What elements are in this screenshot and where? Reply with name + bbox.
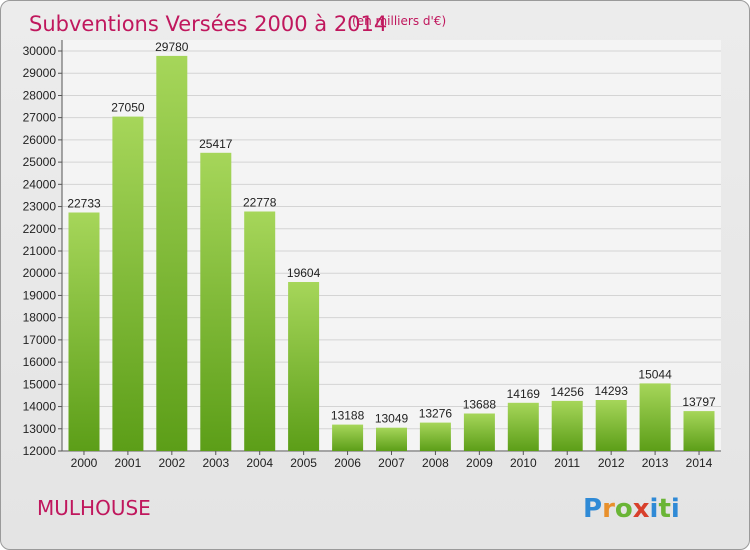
bar: [112, 116, 144, 451]
y-tick-label: 16000: [23, 355, 57, 369]
x-tick-label: 2001: [115, 456, 142, 470]
y-tick-label: 12000: [23, 444, 57, 458]
y-tick-label: 25000: [23, 155, 57, 169]
data-label: 13276: [419, 407, 453, 421]
data-labels: 22733 27050 29780 25417 22778 19604 13188 13049…: [67, 40, 716, 426]
data-label: 27050: [111, 101, 145, 115]
x-tick-label: 2014: [686, 456, 713, 470]
data-label: 22733: [67, 197, 101, 211]
x-tick-label: 2006: [334, 456, 361, 470]
y-tick-label: 13000: [23, 422, 57, 436]
x-tick-label: 2003: [202, 456, 229, 470]
data-label: 14256: [551, 385, 585, 399]
logo-letter: x: [633, 494, 650, 524]
y-tick-label: 17000: [23, 333, 57, 347]
logo-letter: P: [583, 494, 602, 524]
x-tick-label: 2002: [158, 456, 185, 470]
proxiti-logo: Proxiti: [583, 494, 680, 524]
logo-letter: i: [671, 494, 680, 524]
y-tick-label: 20000: [23, 266, 57, 280]
bar: [200, 152, 232, 452]
x-tick-label: 2013: [642, 456, 669, 470]
bar: [683, 411, 715, 451]
x-tick-label: 2009: [466, 456, 493, 470]
data-label: 13797: [682, 395, 716, 409]
bar: [419, 422, 451, 451]
x-tick-label: 2010: [510, 456, 537, 470]
x-tick-label: 2000: [71, 456, 98, 470]
y-tick-label: 21000: [23, 244, 57, 258]
bar: [551, 400, 583, 451]
logo-letter: r: [602, 494, 615, 524]
x-tick-label: 2004: [246, 456, 273, 470]
x-tick-label: 2007: [378, 456, 405, 470]
data-label: 19604: [287, 266, 321, 280]
chart-title: Subventions Versées 2000 à 2014: [29, 12, 387, 36]
logo-letter: t: [658, 494, 670, 524]
y-tick-label: 14000: [23, 400, 57, 414]
bar: [288, 282, 320, 451]
x-tick-label: 2011: [554, 456, 580, 470]
y-tick-label: 23000: [23, 200, 57, 214]
chart-unit: (en milliers d'€): [352, 14, 446, 28]
bar: [68, 212, 100, 451]
y-tick-label: 19000: [23, 288, 57, 302]
data-label: 25417: [199, 137, 233, 151]
bar: [156, 55, 188, 452]
y-tick-label: 29000: [23, 66, 57, 80]
city-name: MULHOUSE: [37, 496, 151, 520]
data-label: 15044: [638, 367, 672, 381]
bar: [639, 383, 671, 451]
logo-letter: o: [615, 494, 633, 524]
x-tick-label: 2008: [422, 456, 449, 470]
bar: [463, 413, 495, 451]
bar: [244, 211, 276, 451]
bar: [595, 400, 627, 451]
bars: [68, 55, 715, 452]
y-tick-label: 22000: [23, 222, 57, 236]
data-label: 22778: [243, 196, 277, 210]
y-tick-label: 18000: [23, 311, 57, 325]
x-tick-label: 2005: [290, 456, 317, 470]
logo-letter: i: [650, 494, 659, 524]
x-tick-label: 2012: [598, 456, 625, 470]
bar: [332, 424, 364, 451]
bar: [507, 402, 539, 451]
data-label: 14293: [595, 384, 629, 398]
data-label: 14169: [507, 387, 541, 401]
y-tick-label: 27000: [23, 111, 57, 125]
x-axis: 2000 2001 2002 2003 2004 2005 2006 2007 2008 2009…: [71, 451, 713, 470]
bar: [376, 427, 407, 451]
data-label: 13688: [463, 398, 497, 412]
y-tick-label: 28000: [23, 88, 57, 102]
data-label: 13188: [331, 409, 365, 423]
y-tick-label: 24000: [23, 177, 57, 191]
data-label: 13049: [375, 412, 409, 426]
data-label: 29780: [155, 40, 189, 54]
y-tick-label: 26000: [23, 133, 57, 147]
y-tick-label: 30000: [23, 44, 57, 58]
y-tick-label: 15000: [23, 377, 57, 391]
